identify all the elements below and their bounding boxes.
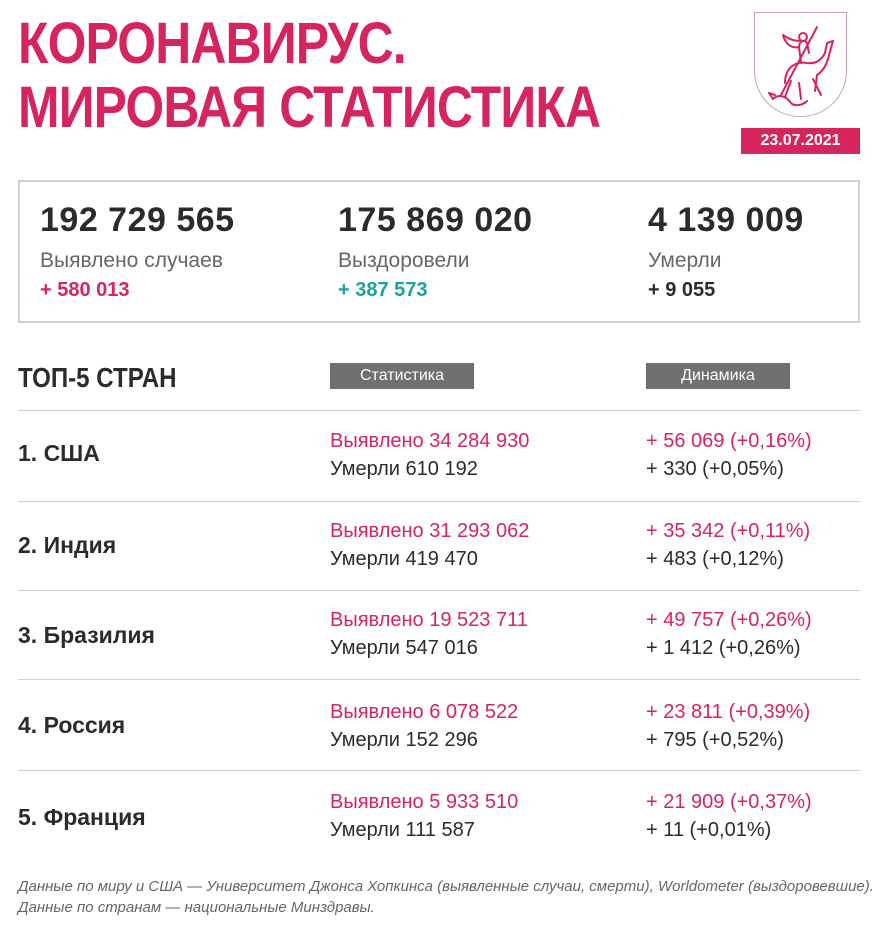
deaths-summary: 4 139 009 Умерли + 9 055 (648, 200, 804, 302)
country-row: 3. Бразилия Выявлено 19 523 711 Умерли 5… (18, 590, 860, 679)
country-cases-delta: + 23 811 (+0,39%) (646, 701, 811, 723)
country-name: 3. Бразилия (18, 622, 155, 648)
country-deaths-delta: + 483 (+0,12%) (646, 548, 784, 570)
country-deaths: Умерли 547 016 (330, 637, 478, 659)
deaths-label: Умерли (648, 249, 722, 272)
recovered-label: Выздоровели (338, 249, 470, 272)
recovered-summary: 175 869 020 Выздоровели + 387 573 (338, 200, 533, 302)
country-deaths: Умерли 419 470 (330, 548, 478, 570)
country-cases-delta: + 21 909 (+0,37%) (646, 791, 812, 813)
country-name: 2. Индия (18, 532, 117, 558)
title-line-1: КОРОНАВИРУС. (18, 11, 407, 76)
country-row: 5. Франция Выявлено 5 933 510 Умерли 111… (18, 770, 860, 861)
cases-delta: + 580 013 (40, 279, 130, 301)
country-cases: Выявлено 34 284 930 (330, 430, 530, 452)
page-title: КОРОНАВИРУС. МИРОВАЯ СТАТИСТИКА (18, 11, 601, 140)
country-cases: Выявлено 5 933 510 (330, 791, 519, 813)
country-deaths-delta: + 795 (+0,52%) (646, 729, 784, 751)
cases-label: Выявлено случаев (40, 249, 223, 272)
country-cases: Выявлено 19 523 711 (330, 609, 528, 631)
source-footnote: Данные по миру и США — Университет Джонс… (18, 878, 874, 916)
recovered-delta: + 387 573 (338, 279, 428, 301)
country-cases-delta: + 35 342 (+0,11%) (646, 520, 811, 542)
country-cases-delta: + 56 069 (+0,16%) (646, 430, 812, 452)
country-deaths-delta: + 1 412 (+0,26%) (646, 637, 801, 659)
country-deaths: Умерли 610 192 (330, 458, 478, 480)
country-cases: Выявлено 31 293 062 (330, 520, 530, 542)
cases-total: 192 729 565 (40, 201, 235, 239)
country-cases-delta: + 49 757 (+0,26%) (646, 609, 812, 631)
cases-summary: 192 729 565 Выявлено случаев + 580 013 (40, 200, 235, 302)
country-deaths-delta: + 330 (+0,05%) (646, 458, 784, 480)
world-summary-panel: 192 729 565 Выявлено случаев + 580 013 1… (18, 180, 860, 323)
country-row: 1. США Выявлено 34 284 930 Умерли 610 19… (18, 410, 860, 501)
deaths-delta: + 9 055 (648, 279, 716, 301)
country-row: 4. Россия Выявлено 6 078 522 Умерли 152 … (18, 679, 860, 770)
top5-heading: ТОП-5 СТРАН (18, 362, 177, 393)
title-line-2: МИРОВАЯ СТАТИСТИКА (18, 75, 601, 140)
country-cases: Выявлено 6 078 522 (330, 701, 519, 723)
date-badge: 23.07.2021 (741, 128, 860, 154)
country-row: 2. Индия Выявлено 31 293 062 Умерли 419 … (18, 501, 860, 590)
recovered-total: 175 869 020 (338, 201, 533, 239)
country-name: 4. Россия (18, 712, 126, 738)
country-deaths: Умерли 111 587 (330, 819, 475, 841)
moscow-coat-of-arms-icon (754, 12, 847, 117)
dynamics-column-badge: Динамика (646, 363, 790, 389)
country-name: 1. США (18, 440, 100, 466)
country-deaths: Умерли 152 296 (330, 729, 478, 751)
country-name: 5. Франция (18, 804, 146, 830)
deaths-total: 4 139 009 (648, 201, 804, 239)
statistics-column-badge: Статистика (330, 363, 474, 389)
country-deaths-delta: + 11 (+0,01%) (646, 819, 772, 841)
